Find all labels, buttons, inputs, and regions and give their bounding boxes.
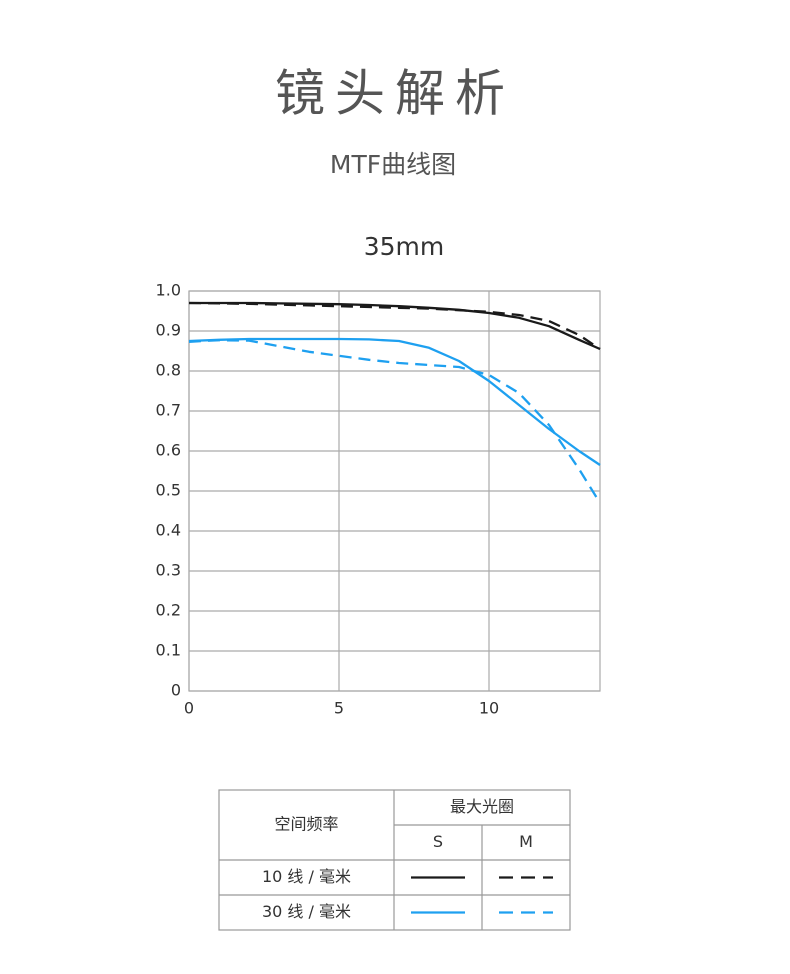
y-tick-label: 0.5 (156, 481, 181, 500)
series-line (188, 337, 601, 466)
y-tick-label: 0.9 (156, 321, 181, 340)
page-subtitle: MTF曲线图 (330, 150, 456, 179)
y-tick-label: 0.3 (156, 561, 181, 580)
y-tick-label: 0 (171, 681, 181, 700)
table-column: M (519, 832, 533, 851)
y-tick-label: 0.7 (156, 401, 181, 420)
chart-title: 35mm (364, 232, 445, 261)
y-tick-label: 0.2 (156, 601, 181, 620)
y-tick-label: 0.1 (156, 641, 181, 660)
series-line (189, 301, 601, 351)
plot-frame (188, 290, 601, 692)
table-header: 最大光圈 (450, 797, 514, 816)
table-row: 30 线 / 毫米 (262, 902, 351, 921)
page-title: 镜头解析 (275, 65, 515, 123)
y-tick-label: 0.8 (156, 361, 181, 380)
table-header: 空间频率 (274, 815, 338, 834)
x-tick-label: 10 (479, 699, 499, 718)
x-tick-label: 0 (184, 699, 194, 718)
table-column: S (433, 832, 443, 851)
y-tick-label: 1.0 (156, 281, 181, 300)
y-tick-label: 0.6 (156, 441, 181, 460)
x-tick-label: 5 (334, 699, 344, 718)
series-line (188, 339, 601, 504)
table-row: 10 线 / 毫米 (262, 867, 351, 886)
y-tick-label: 0.4 (156, 521, 181, 540)
series-line (188, 301, 601, 350)
